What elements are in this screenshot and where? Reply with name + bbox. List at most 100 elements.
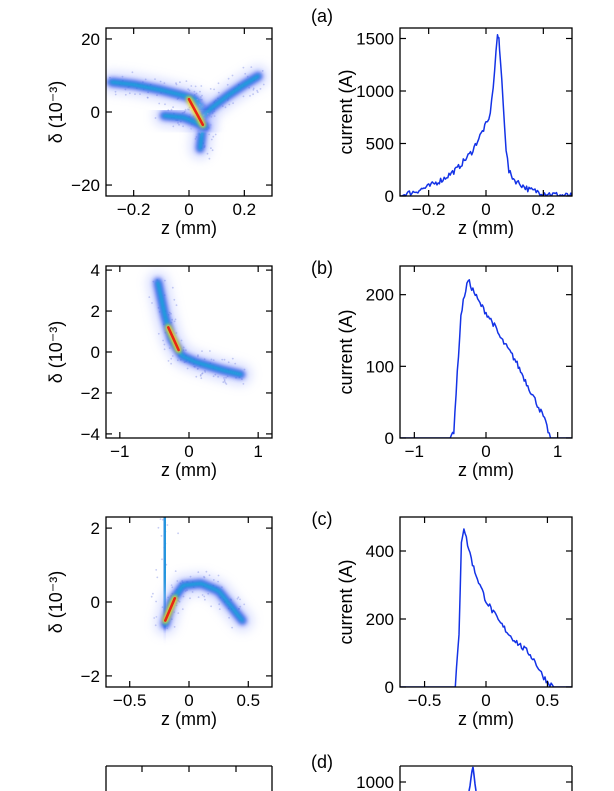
phase-space-plot-a: −0.2 0 0.2 −20 0 20 z (mm) δ (10⁻³) (46, 27, 273, 238)
particle-dot (210, 605, 213, 608)
x-axis-label: z (mm) (458, 218, 514, 238)
particle-dot (201, 594, 204, 596)
particle-dot (242, 383, 245, 385)
current-profile-frame-d: 1000 (356, 765, 573, 791)
particle-dot (249, 95, 251, 97)
y-tick-label: 0 (385, 429, 394, 448)
particle-dot (224, 106, 227, 109)
particle-dot (187, 88, 190, 91)
x-tick-label: 0.2 (233, 200, 257, 219)
particle-dot (158, 102, 161, 105)
y-tick-label: −2 (81, 667, 100, 686)
particle-dot (200, 377, 203, 380)
particle-dot (199, 111, 202, 114)
particle-dot (259, 88, 262, 90)
plot-area (400, 34, 572, 196)
particle-dot (171, 286, 174, 289)
particle-dot (221, 358, 224, 361)
plot-area (150, 517, 254, 636)
density-core-red (164, 597, 177, 622)
particle-dot (128, 92, 131, 95)
particle-dot (201, 105, 204, 108)
particle-dot (199, 90, 201, 93)
density-core-red (187, 97, 205, 127)
particle-dot (170, 312, 172, 315)
particle-dot (163, 607, 166, 610)
y-axis-label: current (A) (336, 69, 356, 154)
x-axis-label: z (mm) (161, 709, 217, 729)
particle-dot (197, 355, 199, 358)
particle-dot (171, 318, 174, 321)
x-axis-label: z (mm) (458, 460, 514, 480)
particle-dot (203, 576, 206, 579)
particle-dot (223, 377, 225, 379)
plot-frame (105, 516, 273, 688)
particle-dot (223, 378, 226, 381)
x-tick-label: 0.5 (236, 691, 260, 710)
particle-dot (151, 302, 153, 304)
particle-dot (195, 92, 198, 95)
particle-dot (201, 372, 204, 375)
x-tick-label: 0 (184, 442, 193, 461)
particle-dot (189, 575, 192, 578)
panel-label-c: (c) (312, 509, 333, 529)
particle-dot (191, 591, 194, 593)
y-tick-label: 0 (91, 103, 100, 122)
particle-dot (201, 94, 203, 97)
x-tick-label: −0.2 (412, 200, 446, 219)
particle-dot (234, 362, 237, 365)
particle-dot (226, 83, 229, 86)
particle-dot (203, 117, 206, 119)
particle-dot (154, 624, 157, 627)
particle-dot (232, 102, 235, 105)
particle-dot (208, 157, 211, 160)
y-tick-label: 4 (91, 261, 100, 280)
x-tick-label: 0 (481, 200, 490, 219)
particle-dot (225, 383, 228, 385)
particle-dot (167, 360, 170, 362)
particle-dot (250, 66, 253, 68)
particle-dot (154, 78, 156, 80)
current-profile-plot-c: −0.5 0 0.5 0 200 400 z (mm) current (A) (336, 516, 573, 729)
particle-dot (186, 589, 188, 592)
plot-area (400, 279, 572, 438)
y-tick-label: 500 (366, 135, 394, 154)
particle-dot (217, 82, 220, 85)
particle-dot (217, 375, 220, 378)
particle-dot (231, 74, 234, 77)
particle-dot (206, 112, 209, 115)
particle-dot (162, 339, 165, 342)
x-tick-label: 0 (481, 691, 490, 710)
particle-dot (205, 570, 208, 573)
particle-dot (177, 122, 179, 124)
particle-dot (150, 595, 153, 598)
particle-dot (239, 605, 242, 608)
particle-dot (231, 357, 234, 360)
particle-dot (252, 93, 255, 96)
particle-dot (207, 592, 210, 595)
current-line (400, 279, 572, 438)
particle-dot (196, 368, 199, 370)
particle-dot (176, 359, 179, 362)
panel-d: (d) 1000 (105, 752, 573, 791)
phase-space-plot-b: −1 0 1 −4 −2 0 2 4 z (mm) δ (10⁻³) (46, 261, 273, 480)
particle-dot (175, 304, 178, 307)
particle-dot (182, 346, 185, 349)
particle-dot (200, 85, 203, 87)
density-ridge (156, 280, 243, 377)
particle-dot (155, 600, 158, 603)
phase-space-plot-c: −0.5 0 0.5 −2 0 2 z (mm) δ (10⁻³) (46, 516, 273, 729)
particle-dot (167, 596, 170, 599)
y-axis-label: δ (10⁻³) (46, 571, 66, 634)
particle-dot (182, 595, 185, 598)
particle-dot (177, 532, 180, 535)
particle-dot (244, 72, 247, 75)
y-tick-label: 0 (385, 678, 394, 697)
particle-dot (181, 608, 184, 610)
particle-dot (156, 94, 158, 97)
x-tick-label: 1 (253, 442, 262, 461)
panel-label-d: (d) (311, 752, 333, 772)
particle-dot (155, 569, 158, 571)
y-tick-label: 200 (366, 610, 394, 629)
